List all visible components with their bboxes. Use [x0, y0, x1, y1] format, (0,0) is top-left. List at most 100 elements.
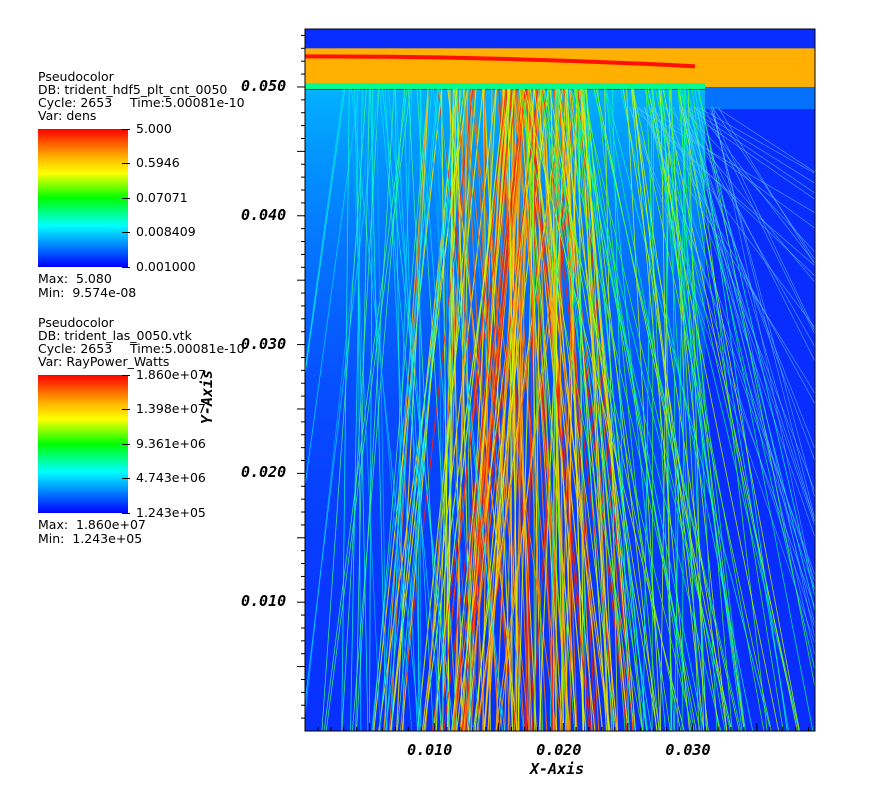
ray-line — [532, 86, 535, 731]
ray-line — [630, 86, 690, 731]
ray-line — [383, 86, 429, 731]
legend-min: Min: 1.243e+05 — [38, 531, 143, 546]
y-tick-label: 0.040 — [241, 205, 287, 224]
ray-line — [379, 86, 440, 731]
ray-line — [501, 86, 530, 731]
ray-line — [677, 86, 733, 731]
ray-line — [461, 86, 497, 731]
ray-line — [305, 86, 360, 490]
y-axis-ticks — [297, 34, 305, 719]
legend-cycle: Cycle: 2653 — [38, 95, 113, 110]
legend-cycle: Cycle: 2653 — [38, 341, 113, 356]
ray-line — [643, 106, 815, 576]
ray-line — [554, 86, 615, 731]
ray-line — [582, 86, 647, 731]
x-tick-label: 0.030 — [665, 741, 711, 759]
ray-line — [558, 86, 600, 731]
ray-line — [694, 86, 788, 731]
ray-line — [547, 86, 565, 731]
ray-line — [683, 86, 815, 613]
ray-line — [350, 86, 421, 731]
ray-line — [378, 86, 443, 731]
ray-line — [611, 86, 630, 731]
ray-line — [648, 106, 815, 229]
ray-line — [533, 86, 617, 731]
ray-line — [461, 86, 539, 731]
expansion-plume — [705, 86, 815, 109]
ray-line — [305, 86, 345, 374]
colorbar-tick: 5.000 — [122, 122, 172, 136]
ray-line — [632, 86, 772, 731]
ray-line — [518, 86, 523, 731]
ray-line — [565, 86, 608, 731]
legend-db: DB: trident_las_0050.vtk — [38, 328, 192, 343]
ray-line — [538, 86, 694, 731]
ray-line — [356, 86, 362, 731]
legend-min: Min: 9.574e-08 — [38, 285, 137, 300]
ray-line — [387, 86, 451, 731]
ray-line — [514, 86, 570, 731]
ray-line — [548, 86, 658, 731]
ray-line — [565, 86, 578, 731]
ray-line — [543, 86, 682, 731]
colorbar-tick: 4.743e+06 — [122, 471, 206, 485]
ray-line — [592, 86, 742, 731]
ray-line — [356, 86, 395, 731]
ray-line — [677, 86, 800, 731]
colorbar-tick: 9.361e+06 — [122, 437, 206, 451]
y-tick-label: 0.050 — [241, 76, 287, 95]
legend-max: Max: 1.860e+07 — [38, 517, 146, 532]
ray-line — [495, 86, 525, 731]
ray-line — [691, 106, 815, 184]
legend-plot-type: Pseudocolor — [38, 69, 114, 84]
ray-line — [375, 86, 388, 731]
target-slab — [305, 39, 815, 109]
ray-line — [549, 86, 559, 731]
colorbar-tick: 0.5946 — [122, 156, 180, 170]
ray-line — [323, 86, 408, 731]
ray-line — [573, 86, 705, 731]
ray-line — [679, 106, 815, 450]
legend-db: DB: trident_hdf5_plt_cnt_0050 — [38, 82, 228, 97]
ray-line — [369, 86, 387, 731]
ray-line — [394, 86, 434, 731]
ray-line — [542, 86, 653, 731]
surface-layer — [305, 82, 706, 89]
legend-var: Var: RayPower_Watts — [38, 354, 170, 369]
ray-line — [647, 86, 780, 731]
ray-line — [597, 86, 660, 731]
ray-line — [350, 86, 363, 731]
ray-line — [711, 106, 815, 520]
ray-line — [432, 86, 507, 731]
ray-line — [686, 86, 814, 731]
plot-frame — [304, 28, 816, 732]
ray-line — [461, 86, 527, 731]
ray-line — [698, 86, 815, 690]
ray-line — [628, 106, 815, 644]
ray-line — [629, 106, 815, 608]
ray-line — [570, 86, 733, 731]
ray-line — [715, 106, 815, 173]
ray-line — [394, 86, 405, 731]
legend-time: Time:5.00081e-10 — [130, 341, 245, 356]
legend-var: Var: dens — [38, 108, 97, 123]
colorbar-tick: 0.008409 — [122, 225, 196, 239]
ray-line — [648, 106, 815, 328]
ray-line — [541, 86, 569, 731]
ray-line — [671, 86, 679, 731]
ray-line — [439, 86, 507, 731]
ray-line — [580, 86, 634, 731]
colorbar-density — [38, 129, 128, 267]
ray-line — [687, 86, 705, 731]
ray-line — [575, 86, 626, 731]
ray-line — [419, 86, 422, 731]
ray-line — [687, 106, 815, 194]
colorbar-tick: 1.398e+07 — [122, 402, 206, 416]
ray-line — [667, 86, 746, 731]
ray-line — [674, 86, 686, 731]
ray-traces — [305, 86, 815, 731]
ray-line — [538, 86, 567, 731]
ray-line — [400, 86, 455, 731]
ray-line — [459, 86, 511, 731]
